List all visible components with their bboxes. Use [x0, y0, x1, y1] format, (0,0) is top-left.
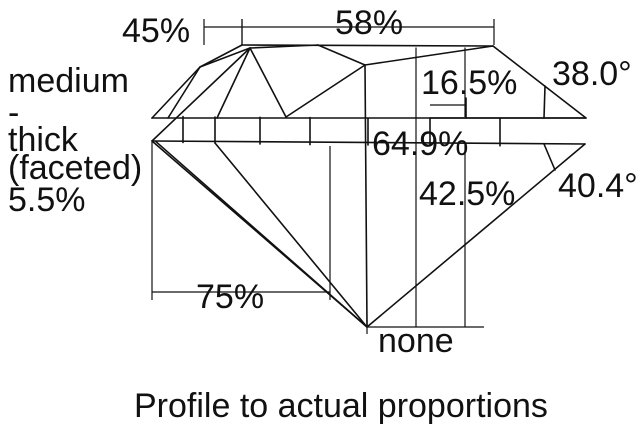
svg-text:42.5%: 42.5% [419, 175, 515, 213]
svg-text:64.9%: 64.9% [372, 125, 468, 163]
svg-text:5.5%: 5.5% [8, 181, 86, 219]
svg-text:45%: 45% [122, 12, 190, 50]
svg-text:38.0°: 38.0° [552, 55, 632, 93]
svg-text:16.5%: 16.5% [421, 64, 517, 102]
svg-text:medium: medium [8, 62, 129, 100]
svg-text:75%: 75% [196, 278, 264, 316]
svg-text:40.4°: 40.4° [558, 167, 638, 205]
svg-text:none: none [378, 322, 454, 360]
svg-text:58%: 58% [335, 4, 403, 42]
svg-text:Profile to actual proportions: Profile to actual proportions [134, 387, 548, 425]
